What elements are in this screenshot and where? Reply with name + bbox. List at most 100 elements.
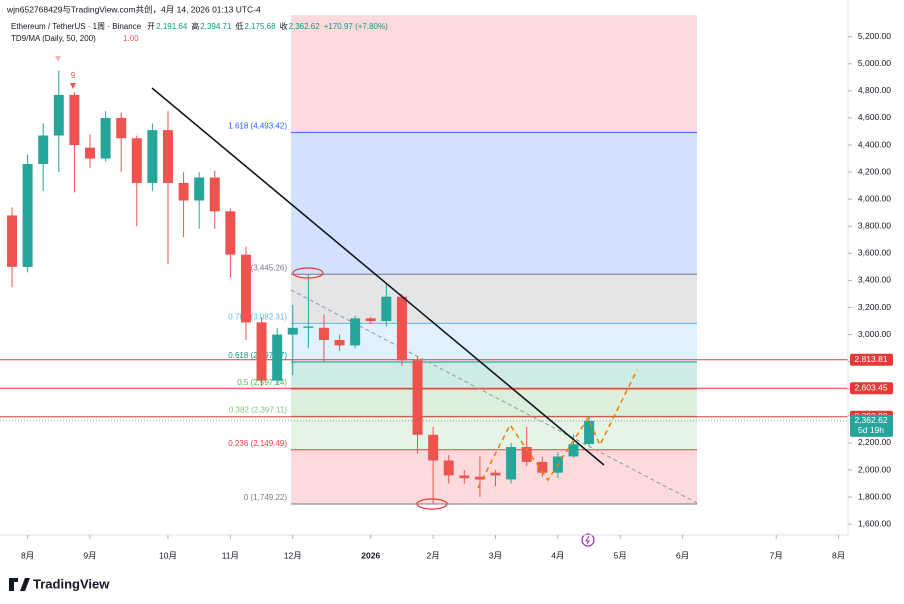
event-icon (581, 533, 595, 547)
candle-body (38, 135, 49, 164)
x-tick-label: 6月 (676, 550, 689, 560)
y-tick-label: 3,000.00 (858, 329, 891, 339)
x-tick-label: 2月 (427, 550, 440, 560)
x-tick-label: 10月 (159, 550, 177, 560)
fib-band (291, 274, 697, 324)
x-tick-label: 5月 (614, 550, 627, 560)
price-tag (850, 353, 893, 366)
projection-path (477, 369, 638, 489)
indicator-name: TD9/MA (Daily, 50, 200) (11, 34, 96, 43)
y-tick-label: 5,200.00 (858, 31, 891, 41)
fib-label: 0 (1,749.22) (244, 493, 287, 502)
candle-body (428, 434, 439, 461)
candle-body (69, 94, 80, 145)
price-tag (850, 382, 893, 395)
candle-body (53, 94, 64, 136)
y-tick-label: 2,000.00 (858, 464, 891, 474)
candle-body (568, 444, 579, 457)
fib-label: 1.618 (4,493.42) (228, 121, 287, 130)
fib-band (291, 362, 697, 390)
candle-body (256, 322, 267, 381)
candle-body (209, 177, 220, 212)
ohlc-value: 2,175.68 (244, 22, 276, 31)
y-tick-label: 4,400.00 (858, 139, 891, 149)
candle-body (443, 460, 454, 476)
x-tick-label: 8月 (21, 550, 34, 560)
y-tick-label: 4,000.00 (858, 193, 891, 203)
td9-marker (70, 83, 76, 89)
fib-band (291, 132, 697, 275)
fib-label: 0.236 (2,149.49) (228, 439, 287, 448)
candle-body (240, 254, 251, 323)
x-tick-label: 12月 (284, 550, 302, 560)
price-tag-label: 2,813.81 (854, 354, 887, 364)
candle-body (272, 334, 283, 381)
ohlc-label: 高 (191, 21, 199, 31)
y-tick-label: 2,200.00 (858, 437, 891, 447)
highlight-ellipse (292, 267, 324, 279)
ohlc-value: 2,394.71 (200, 22, 232, 31)
y-tick-label: 1,600.00 (858, 518, 891, 528)
last-price-tag (850, 414, 893, 437)
ohlc-value: 2,362.62 (289, 22, 321, 31)
td9-label: 9 (71, 71, 76, 80)
y-tick-label: 3,600.00 (858, 248, 891, 258)
candle-body (474, 476, 485, 480)
candle-body (412, 360, 423, 435)
price-tag-label: 2,603.45 (854, 383, 887, 393)
x-tick-label: 4月 (551, 550, 564, 560)
change: +170.97 (+7.80%) (324, 22, 388, 31)
y-tick-label: 1,800.00 (858, 491, 891, 501)
candle-body (303, 326, 314, 328)
y-tick-label: 4,600.00 (858, 112, 891, 122)
x-tick-label: 9月 (83, 550, 96, 560)
candle-body (7, 215, 18, 267)
fib-label: 0.786 (3,082.31) (228, 313, 287, 322)
fib-band (291, 416, 697, 450)
fib-label: 1 (3,445.26) (244, 263, 287, 272)
candle-body (506, 446, 517, 480)
candle-body (225, 211, 236, 255)
candle-body (116, 117, 127, 139)
y-tick-label: 4,200.00 (858, 166, 891, 176)
symbol: Ethereum / TetherUS · 1周 · Binance (11, 22, 142, 31)
ohlc-value: 2,191.64 (156, 22, 188, 31)
y-tick-label: 3,200.00 (858, 302, 891, 312)
candle-body (131, 138, 142, 183)
candle-body (22, 163, 33, 267)
candle-body (100, 117, 111, 159)
x-tick-label: 7月 (770, 550, 783, 560)
candle-body (84, 147, 95, 159)
candle-body (584, 420, 595, 445)
x-tick-label: 8月 (832, 550, 845, 560)
fib-label: 0.5 (2,597.24) (237, 378, 287, 387)
logo: TradingView (33, 576, 110, 591)
fib-band (291, 15, 697, 133)
fib-band (291, 389, 697, 417)
fib-label: 0.382 (2,397.11) (229, 405, 287, 414)
ohlc-label: 低 (235, 21, 243, 31)
candle-body (318, 327, 329, 340)
candle-body (396, 296, 407, 361)
ohlc-label: 开 (147, 22, 155, 31)
y-tick-label: 4,800.00 (858, 85, 891, 95)
candle-body (521, 446, 532, 462)
trendline (151, 87, 605, 466)
td9-marker (55, 56, 61, 62)
candle-body (459, 475, 470, 479)
candle-body (287, 327, 298, 335)
watermark: wjn652768429与TradingView.com共创，4月 14, 20… (6, 4, 261, 14)
indicator-value: 1.00 (123, 34, 139, 43)
ohlc-label: 收 (280, 21, 288, 31)
candle-body (490, 472, 501, 476)
candle-body (178, 182, 189, 201)
logo-icon (9, 578, 30, 591)
x-tick-label: 2026 (361, 550, 380, 560)
candle-body (350, 318, 361, 346)
countdown: 5d 19h (858, 425, 884, 435)
y-tick-label: 3,800.00 (858, 221, 891, 231)
event-icon (585, 535, 590, 545)
x-tick-label: 3月 (489, 550, 502, 560)
y-tick-label: 3,400.00 (858, 275, 891, 285)
